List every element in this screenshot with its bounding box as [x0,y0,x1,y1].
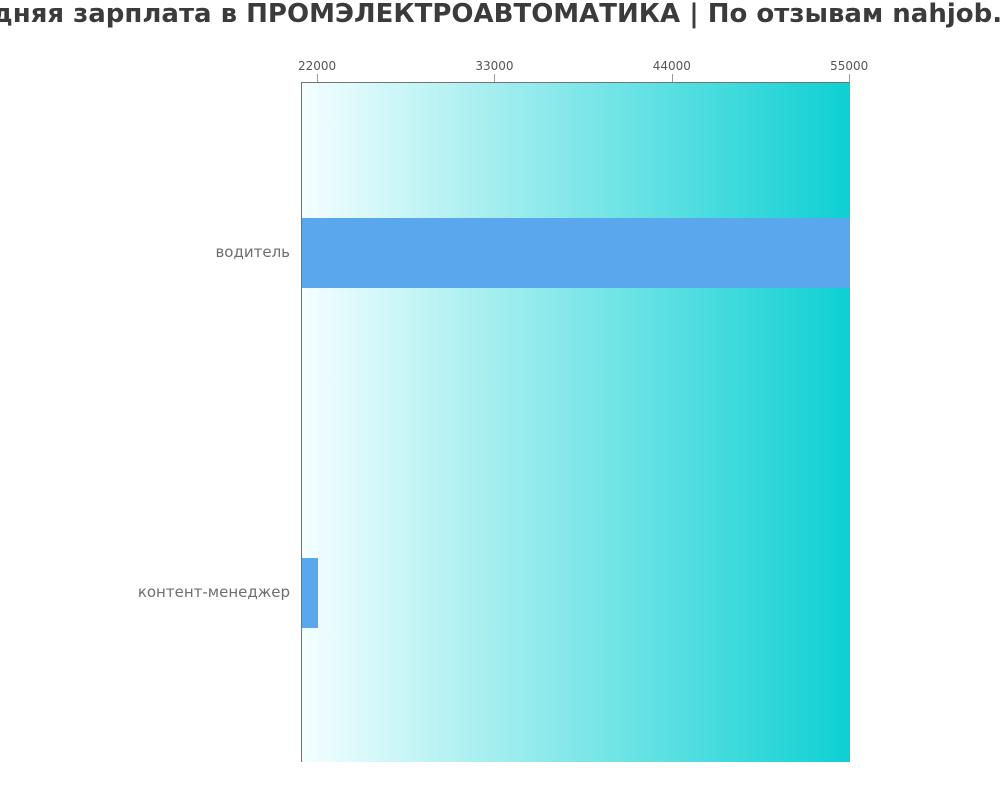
x-axis-tick-label: 22000 [298,59,337,73]
bar-водитель [302,218,851,288]
chart-title: Средняя зарплата в ПРОМЭЛЕКТРОАВТОМАТИКА… [0,0,1000,29]
x-axis-tick-label: 33000 [475,59,514,73]
bar-контент-менеджер [302,558,319,628]
x-axis-tick-mark [494,74,496,82]
category-label: контент-менеджер [137,583,290,601]
x-axis-tick-label: 44000 [652,59,691,73]
category-label: водитель [215,243,290,261]
x-axis-tick-label: 55000 [830,59,869,73]
x-axis-tick-mark [671,74,673,82]
x-axis-tick-mark [849,74,851,82]
x-axis-tick-mark [317,74,319,82]
plot-area [301,74,851,762]
